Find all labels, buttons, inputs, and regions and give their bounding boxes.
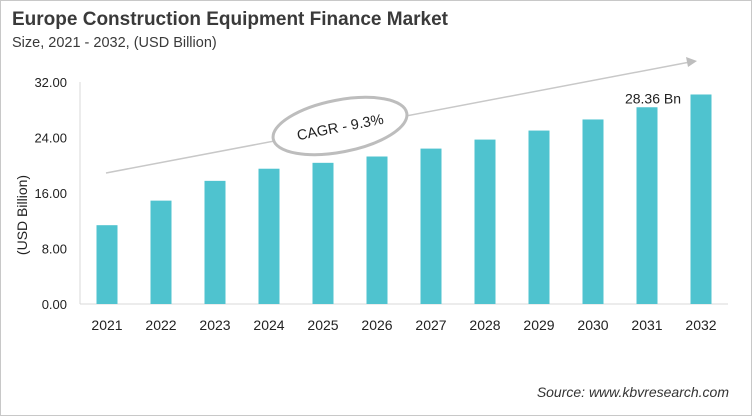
x-tick-label: 2022 xyxy=(145,317,176,333)
bar-2023 xyxy=(204,180,226,304)
bar-2027 xyxy=(420,148,442,304)
y-tick-label: 24.00 xyxy=(34,131,67,146)
bar-2021 xyxy=(96,225,118,304)
trend-arrow-head xyxy=(686,57,697,67)
bar-2024 xyxy=(258,168,280,304)
x-tick-label: 2024 xyxy=(253,317,284,333)
bar-2031 xyxy=(636,107,658,304)
bar-2022 xyxy=(150,200,172,304)
y-axis-label: (USD Billion) xyxy=(14,175,30,255)
y-tick-label: 16.00 xyxy=(34,186,67,201)
chart-title: Europe Construction Equipment Finance Ma… xyxy=(12,9,448,30)
x-tick-label: 2030 xyxy=(577,317,608,333)
y-tick-label: 0.00 xyxy=(42,297,67,312)
bar-2029 xyxy=(528,130,550,304)
x-tick-label: 2025 xyxy=(307,317,338,333)
y-tick-label: 8.00 xyxy=(42,242,67,257)
data-label: 28.36 Bn xyxy=(625,90,681,106)
source-note: Source: www.kbvresearch.com xyxy=(536,384,729,400)
x-tick-label: 2031 xyxy=(631,317,662,333)
x-tick-label: 2028 xyxy=(469,317,500,333)
x-tick-label: 2029 xyxy=(523,317,554,333)
x-tick-label: 2026 xyxy=(361,317,392,333)
bar-2030 xyxy=(582,119,604,305)
x-tick-label: 2023 xyxy=(199,317,230,333)
bar-2028 xyxy=(474,139,496,304)
x-tick-label: 2021 xyxy=(91,317,122,333)
cagr-ellipse xyxy=(271,95,409,157)
bar-2032 xyxy=(690,94,712,304)
x-tick-label: 2027 xyxy=(415,317,446,333)
y-tick-label: 32.00 xyxy=(34,75,67,90)
chart-subtitle: Size, 2021 - 2032, (USD Billion) xyxy=(12,35,217,51)
bar-2025 xyxy=(312,162,334,304)
bar-2026 xyxy=(366,156,388,304)
x-tick-label: 2032 xyxy=(685,317,716,333)
